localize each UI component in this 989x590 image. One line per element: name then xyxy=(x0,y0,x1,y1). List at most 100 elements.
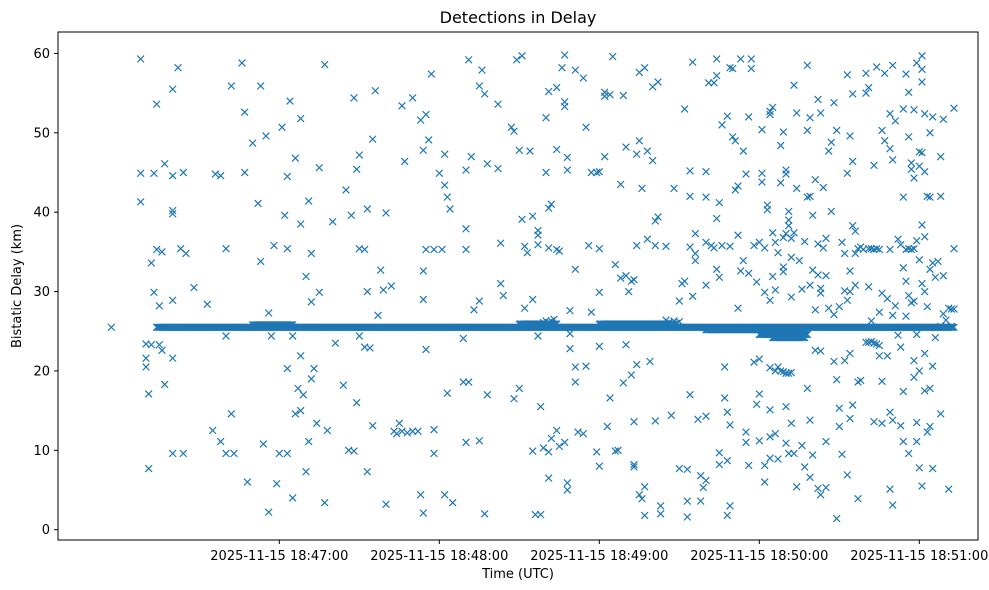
data-point xyxy=(211,170,220,178)
data-point xyxy=(283,172,292,181)
data-point xyxy=(910,373,918,382)
data-point xyxy=(736,267,745,275)
data-point xyxy=(688,292,697,301)
data-point xyxy=(462,438,470,447)
data-point xyxy=(168,449,177,458)
data-point xyxy=(832,514,841,523)
data-point xyxy=(854,494,862,503)
data-point xyxy=(798,285,806,293)
data-point xyxy=(310,364,318,373)
data-point xyxy=(910,244,918,253)
y-tick-label: 10 xyxy=(33,444,50,459)
data-point xyxy=(899,387,908,396)
data-point xyxy=(563,486,572,494)
data-point xyxy=(723,408,732,417)
data-point xyxy=(320,60,329,69)
data-point xyxy=(414,427,422,436)
data-point xyxy=(419,146,428,155)
data-point xyxy=(656,509,665,518)
data-point xyxy=(851,249,860,258)
data-point xyxy=(728,132,737,141)
data-point xyxy=(643,235,652,243)
data-point xyxy=(248,139,257,147)
data-point xyxy=(534,332,542,340)
y-tick-label: 40 xyxy=(33,206,50,221)
data-point xyxy=(528,447,537,455)
data-point xyxy=(646,357,654,366)
data-point xyxy=(784,221,793,230)
data-point xyxy=(838,450,846,459)
data-point xyxy=(632,360,641,369)
data-point xyxy=(422,245,430,254)
data-point xyxy=(686,390,694,399)
data-point xyxy=(288,494,297,502)
data-point xyxy=(948,323,957,332)
data-point xyxy=(886,144,894,153)
data-point xyxy=(616,180,625,189)
data-point xyxy=(768,228,777,237)
data-point xyxy=(536,510,545,519)
data-point xyxy=(886,109,894,118)
data-point xyxy=(787,419,796,428)
data-point xyxy=(779,128,788,136)
data-point xyxy=(563,153,572,162)
data-point xyxy=(291,154,300,163)
data-point xyxy=(774,248,782,257)
data-point xyxy=(779,267,788,276)
data-point xyxy=(907,159,916,167)
x-tick-label: 2025-11-15 18:47:00 xyxy=(210,549,348,564)
data-point xyxy=(667,320,676,328)
data-point xyxy=(552,83,561,92)
plot-area xyxy=(107,51,958,523)
data-point xyxy=(712,71,721,80)
data-point xyxy=(787,368,796,377)
data-point xyxy=(766,454,774,463)
data-point xyxy=(350,447,358,455)
data-point xyxy=(824,304,833,313)
data-point xyxy=(774,455,782,463)
data-point xyxy=(758,178,766,186)
data-point xyxy=(808,451,817,459)
data-point xyxy=(654,78,662,86)
data-point xyxy=(846,132,854,140)
data-point xyxy=(848,157,857,166)
data-point xyxy=(208,426,217,435)
data-point xyxy=(744,113,753,121)
data-point xyxy=(582,123,590,132)
data-point xyxy=(848,401,857,409)
data-point xyxy=(227,82,236,90)
data-point xyxy=(723,456,732,465)
data-point xyxy=(840,356,849,365)
data-point xyxy=(243,478,252,486)
data-point xyxy=(347,211,356,220)
data-point xyxy=(910,297,918,305)
data-point xyxy=(918,65,926,74)
data-point xyxy=(616,274,625,282)
data-point xyxy=(640,511,649,520)
data-point xyxy=(683,465,692,474)
data-point xyxy=(814,484,822,493)
data-point xyxy=(168,206,177,215)
data-point xyxy=(222,332,230,340)
data-point xyxy=(635,136,644,145)
data-point xyxy=(662,242,670,251)
data-point xyxy=(560,102,569,111)
data-point xyxy=(355,332,364,340)
data-point xyxy=(886,408,894,417)
data-point xyxy=(416,490,425,499)
data-point xyxy=(440,181,449,190)
data-point xyxy=(408,94,417,102)
data-point xyxy=(830,98,838,107)
data-point xyxy=(766,363,774,372)
data-point xyxy=(168,296,177,305)
data-point xyxy=(638,184,646,193)
data-point xyxy=(760,288,769,297)
data-point xyxy=(851,227,860,236)
data-point xyxy=(734,231,742,240)
data-point xyxy=(686,243,694,251)
data-point xyxy=(264,508,273,517)
data-point xyxy=(718,121,726,129)
data-point xyxy=(363,205,372,213)
data-point xyxy=(280,211,289,220)
data-point xyxy=(611,447,620,455)
